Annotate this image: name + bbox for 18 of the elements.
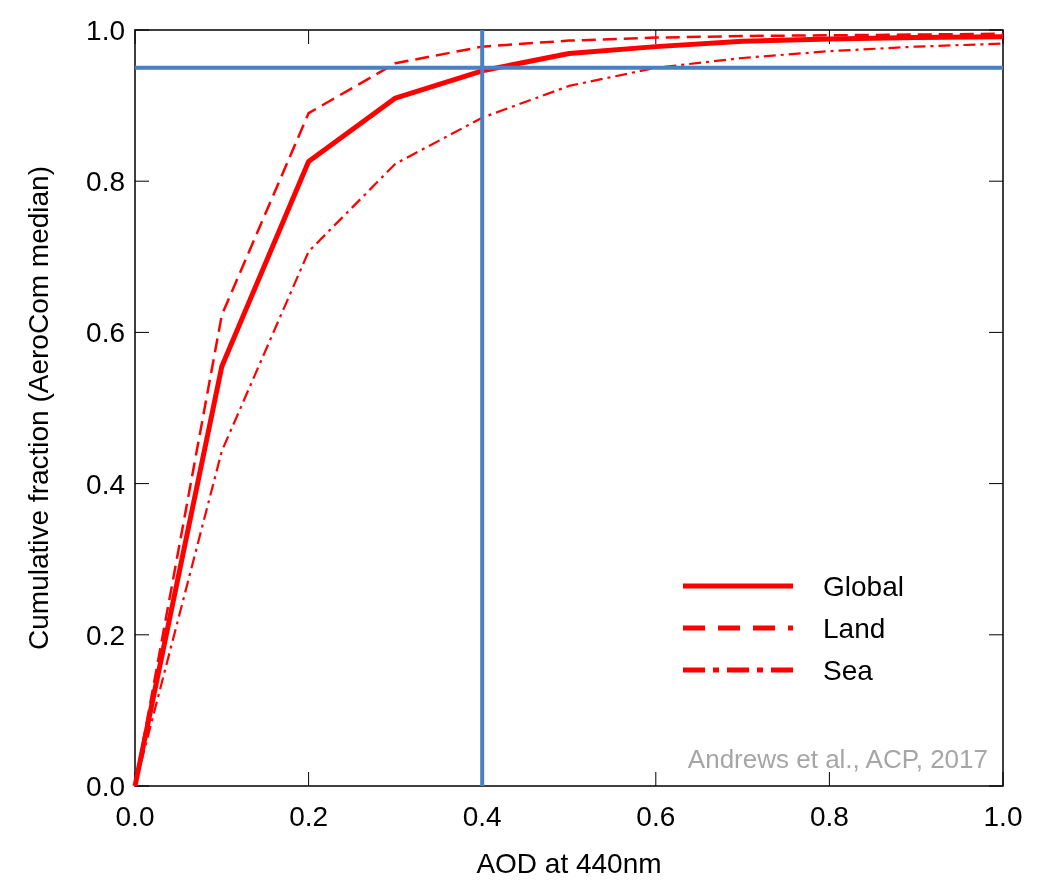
y-tick-label: 0.8 — [86, 166, 125, 198]
x-tick-label: 1.0 — [983, 801, 1023, 832]
y-tick-label: 0.6 — [86, 317, 125, 349]
x-axis-title: AOD at 440nm — [476, 848, 662, 879]
x-tick-label: 0.6 — [636, 801, 676, 832]
x-tick-label: 0.4 — [462, 801, 502, 832]
y-tick-label: 0.0 — [86, 771, 125, 802]
annotation: Andrews et al., ACP, 2017 — [687, 744, 988, 774]
x-tick-label: 0.0 — [115, 801, 155, 832]
legend-label: Global — [823, 571, 904, 602]
y-tick-label: 0.2 — [86, 619, 125, 651]
x-tick-label: 0.2 — [289, 801, 329, 832]
y-axis-title: Cumulative fraction (AeroCom median) — [23, 166, 54, 650]
y-tick-label: 0.4 — [86, 468, 125, 500]
x-tick-label: 0.8 — [809, 801, 849, 832]
legend-label: Sea — [823, 655, 874, 686]
legend-label: Land — [823, 613, 886, 644]
y-tick-label: 1.0 — [86, 15, 125, 46]
